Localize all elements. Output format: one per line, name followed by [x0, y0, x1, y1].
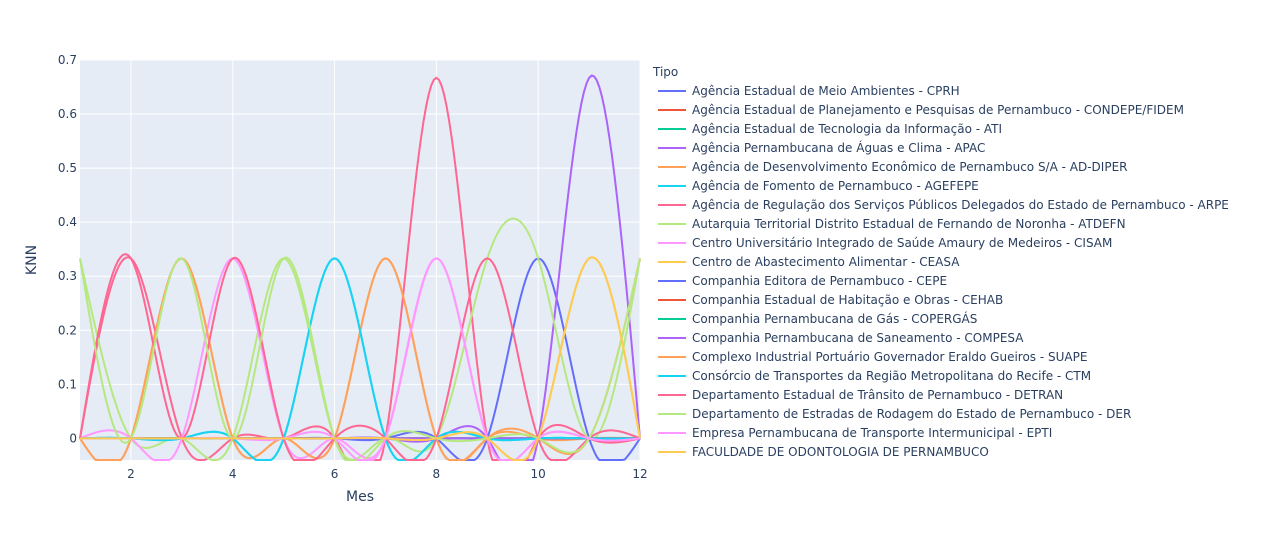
y-tick-label: 0	[69, 431, 77, 445]
legend: Agência Estadual de Meio Ambientes - CPR…	[658, 84, 1229, 459]
y-axis-ticks: 0 0.1 0.2 0.3 0.4 0.5 0.6 0.7	[58, 53, 77, 445]
series-line-17	[79, 253, 641, 461]
x-axis-ticks: 2 4 6 8 10 12	[127, 467, 648, 481]
legend-label: Companhia Estadual de Habitação e Obras …	[692, 293, 1003, 307]
plot-background	[80, 60, 640, 460]
legend-label: Departamento de Estradas de Rodagem do E…	[692, 407, 1131, 421]
legend-label: Autarquia Territorial Distrito Estadual …	[692, 217, 1126, 231]
legend-label: Consórcio de Transportes da Região Metro…	[692, 369, 1091, 383]
x-tick-label: 2	[127, 467, 135, 481]
y-tick-label: 0.1	[58, 377, 77, 391]
y-axis-title: KNN	[24, 245, 40, 275]
legend-label: Centro Universitário Integrado de Saúde …	[692, 236, 1112, 250]
legend-label: Agência Pernambucana de Águas e Clima - …	[692, 140, 985, 155]
legend-label: Agência Estadual de Tecnologia da Inform…	[692, 122, 1002, 136]
x-axis-title: Mes	[346, 489, 374, 505]
x-tick-label: 12	[632, 467, 647, 481]
x-tick-label: 8	[433, 467, 441, 481]
legend-label: FACULDADE DE ODONTOLOGIA DE PERNAMBUCO	[692, 445, 989, 459]
legend-title: Tipo	[652, 65, 678, 79]
legend-label: Agência de Regulação dos Serviços Públic…	[692, 198, 1229, 212]
y-tick-label: 0.6	[58, 107, 77, 121]
legend-label: Centro de Abastecimento Alimentar - CEAS…	[692, 255, 960, 269]
y-tick-label: 0.4	[58, 215, 77, 229]
legend-label: Agência de Desenvolvimento Econômico de …	[692, 160, 1128, 174]
legend-label: Agência de Fomento de Pernambuco - AGEFE…	[692, 179, 979, 193]
legend-label: Departamento Estadual de Trânsito de Per…	[692, 388, 1063, 402]
legend-label: Companhia Pernambucana de Saneamento - C…	[692, 331, 1024, 345]
legend-label: Empresa Pernambucana de Transporte Inter…	[692, 426, 1052, 440]
y-tick-label: 0.7	[58, 53, 77, 67]
series-lines	[79, 74, 641, 461]
series-line-16	[79, 257, 641, 461]
legend-label: Agência Estadual de Meio Ambientes - CPR…	[692, 84, 960, 98]
legend-label: Agência Estadual de Planejamento e Pesqu…	[692, 103, 1184, 117]
x-tick-label: 10	[531, 467, 546, 481]
legend-label: Companhia Editora de Pernambuco - CEPE	[692, 274, 947, 288]
y-tick-label: 0.3	[58, 269, 77, 283]
legend-label: Complexo Industrial Portuário Governador…	[692, 350, 1087, 364]
x-tick-label: 6	[331, 467, 339, 481]
y-tick-label: 0.2	[58, 323, 77, 337]
legend-label: Companhia Pernambucana de Gás - COPERGÁS	[692, 311, 977, 326]
y-tick-label: 0.5	[58, 161, 77, 175]
series-line-20	[80, 256, 641, 461]
x-tick-label: 4	[229, 467, 237, 481]
